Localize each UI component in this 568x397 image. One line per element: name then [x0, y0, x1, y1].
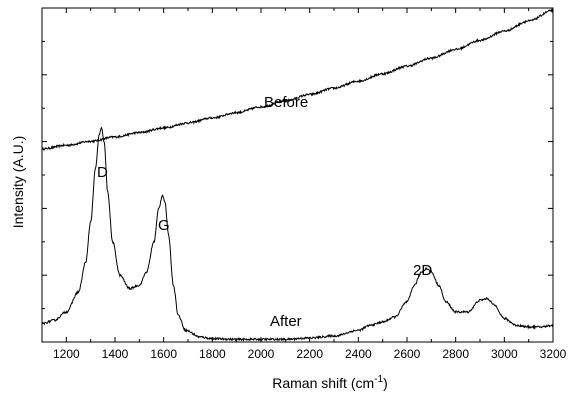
- before-label: Before: [264, 94, 308, 111]
- series-line-before: [41, 8, 554, 151]
- plot-frame: [41, 7, 554, 343]
- x-tick-label-1400: 1400: [102, 347, 129, 361]
- g-peak-label: G: [158, 217, 170, 234]
- x-tick-label-2000: 2000: [248, 347, 275, 361]
- ticks-layer: 1200 1400 1600 1800 2000 2200 2400 2600 2800 3000…: [41, 7, 567, 361]
- d-peak-label: D: [97, 164, 108, 181]
- 2d-peak-label: 2D: [413, 262, 432, 279]
- x-tick-label-3200: 3200: [540, 347, 567, 361]
- plot-layer: [41, 8, 554, 342]
- x-tick-label-3000: 3000: [491, 347, 518, 361]
- x-tick-label-1600: 1600: [150, 347, 177, 361]
- after-label: After: [270, 313, 302, 330]
- x-tick-label-1800: 1800: [199, 347, 226, 361]
- x-tick-label-2600: 2600: [394, 347, 421, 361]
- series-line-after: [41, 126, 554, 342]
- x-tick-label-2800: 2800: [442, 347, 469, 361]
- y-axis-label: Intensity (A.U.): [10, 136, 26, 229]
- x-axis-label: Raman shift (cm-1): [272, 374, 388, 391]
- x-axis-label-sup: -1: [374, 374, 383, 385]
- x-axis-label-close: ): [383, 375, 388, 391]
- x-axis-label-main: Raman shift (cm: [272, 375, 374, 391]
- x-tick-label-2400: 2400: [345, 347, 372, 361]
- x-tick-label-1200: 1200: [53, 347, 80, 361]
- x-tick-label-2200: 2200: [296, 347, 323, 361]
